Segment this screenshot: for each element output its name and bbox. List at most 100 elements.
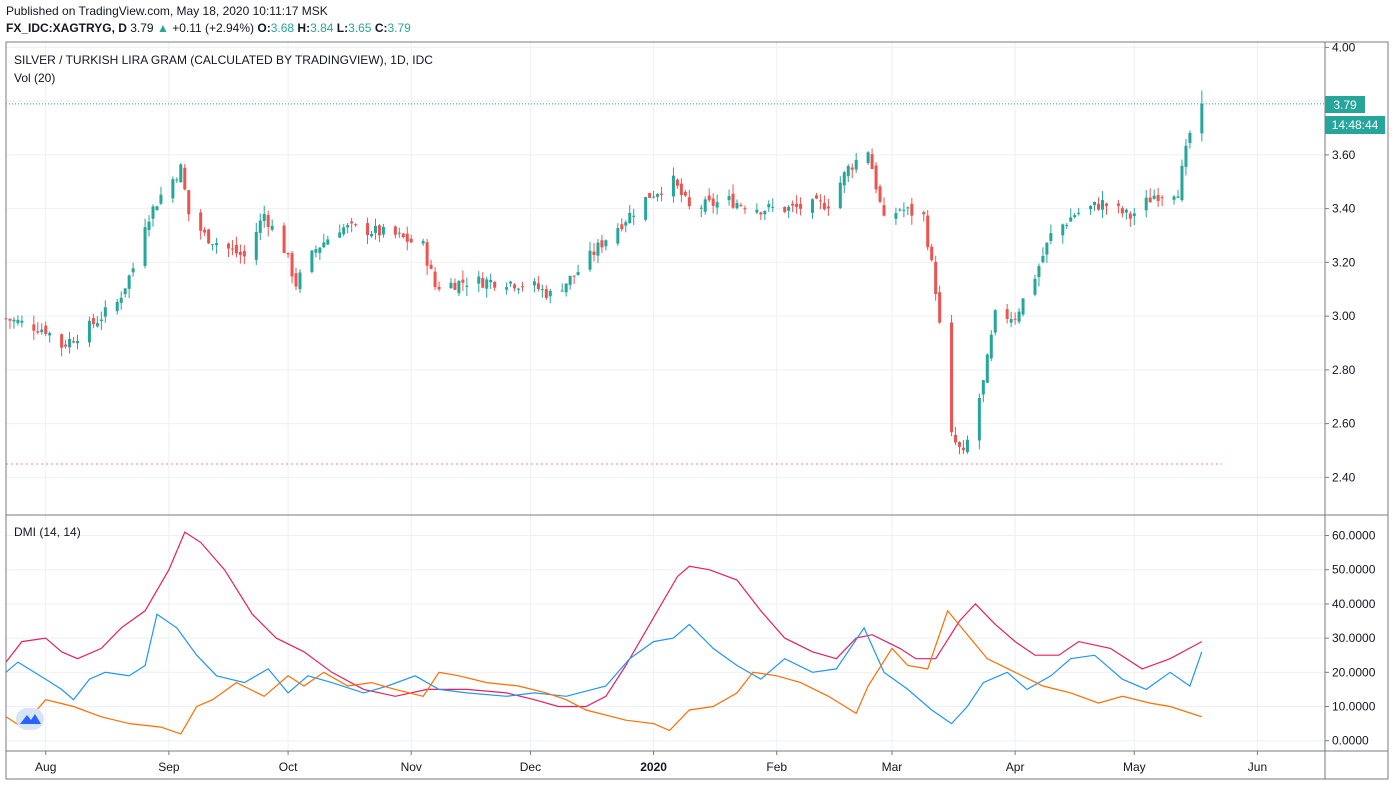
candle-body (965, 439, 969, 453)
price-tick-label: 2.60 (1332, 417, 1356, 431)
candle-body (1089, 205, 1093, 210)
candle-body (977, 397, 981, 441)
candle-body (290, 253, 294, 277)
candle-body (652, 196, 656, 198)
time-tick-label: Mar (882, 760, 903, 774)
candle-body (465, 285, 469, 287)
candle-body (679, 183, 683, 196)
candle-body (934, 261, 938, 295)
candle-body (632, 215, 636, 217)
dmi-axis[interactable]: 60.0000 50.0000 40.0000 30.0000 20.0000 10.00… (1325, 529, 1376, 748)
candle-body (322, 242, 326, 248)
candle-body (457, 280, 461, 294)
candle-body (179, 164, 183, 183)
candle-body (783, 206, 787, 213)
candle-body (898, 209, 902, 211)
candle-body (1148, 197, 1152, 203)
candle-body (703, 199, 707, 212)
price-tick-label: 4.00 (1332, 40, 1356, 54)
candle-body (771, 206, 775, 208)
price-axis[interactable]: 4.003.803.603.403.203.002.802.602.40 (1325, 40, 1356, 484)
low-label: L: (336, 21, 349, 35)
candle-body (40, 329, 44, 333)
candle-body (532, 281, 536, 286)
time-tick-label: Oct (279, 760, 298, 774)
candle-body (234, 245, 238, 254)
candle-body (993, 310, 997, 333)
candle-body (687, 197, 691, 207)
candle-body (624, 222, 628, 226)
candle-body (1132, 213, 1136, 217)
candle-body (910, 203, 914, 216)
candle-body (258, 220, 262, 233)
candle-body (314, 249, 318, 253)
time-axis[interactable]: Aug Sep Oct Nov Dec 2020 Feb Mar Apr May Jun (35, 751, 1267, 774)
candle-body (671, 175, 675, 197)
candle-body (1172, 196, 1176, 200)
candle-body (187, 190, 191, 215)
candle-body (644, 197, 648, 220)
candle-body (1160, 197, 1164, 199)
candle-body (1200, 103, 1204, 134)
candle-body (449, 282, 453, 289)
candle-body (509, 281, 513, 284)
candle-body (1176, 196, 1180, 198)
adx-line (5, 531, 1203, 708)
candle-body (1061, 224, 1065, 236)
time-tick-label: Dec (520, 760, 541, 774)
candle-body (616, 228, 620, 244)
price-badge: 3.79 (1325, 96, 1365, 113)
plus_di-line (5, 613, 1203, 725)
reference-lines (6, 103, 1325, 465)
candle-body (628, 212, 632, 223)
candle-body (1116, 203, 1120, 206)
candle-body (294, 273, 298, 287)
candle-body (536, 283, 540, 290)
candle-body (171, 179, 175, 199)
candle-body (147, 221, 151, 230)
candle-body (318, 247, 322, 253)
candle-body (1041, 255, 1045, 263)
candle-body (1017, 311, 1021, 322)
candle-body (242, 251, 246, 257)
candle-body (238, 251, 242, 256)
candle-body (882, 205, 886, 216)
candle-body (1144, 197, 1148, 211)
candle-body (266, 215, 270, 228)
candle-body (433, 271, 437, 288)
time-tick-label: May (1123, 760, 1146, 774)
candle-body (429, 264, 433, 269)
candle-body (115, 301, 119, 312)
candle-body (902, 209, 906, 211)
open-value: 3.68 (270, 21, 295, 35)
candle-body (1124, 209, 1128, 213)
candle-body (791, 203, 795, 206)
candle-body (1152, 195, 1156, 199)
candle-body (1188, 132, 1192, 143)
candle-body (298, 272, 302, 290)
candle-body (954, 434, 958, 443)
candle-body (600, 240, 604, 248)
price-tick-label: 2.80 (1332, 363, 1356, 377)
candle-body (354, 224, 358, 226)
close-value: 3.79 (387, 21, 411, 35)
candle-body (592, 251, 596, 255)
candle-body (350, 221, 354, 224)
candle-body (596, 242, 600, 256)
candle-body (930, 246, 934, 261)
candle-body (12, 319, 16, 322)
candle-body (989, 334, 993, 359)
price-tick-label: 2.40 (1332, 470, 1356, 484)
candle-body (215, 243, 219, 246)
candle-body (1037, 266, 1041, 278)
candle-body (1077, 212, 1081, 214)
candle-body (513, 284, 517, 289)
candle-body (505, 287, 509, 290)
time-tick-label: 2020 (640, 760, 667, 774)
candle-body (1097, 203, 1101, 210)
candle-body (36, 331, 40, 333)
candle-body (846, 166, 850, 177)
candle-body (1073, 215, 1077, 218)
candle-body (588, 250, 592, 270)
